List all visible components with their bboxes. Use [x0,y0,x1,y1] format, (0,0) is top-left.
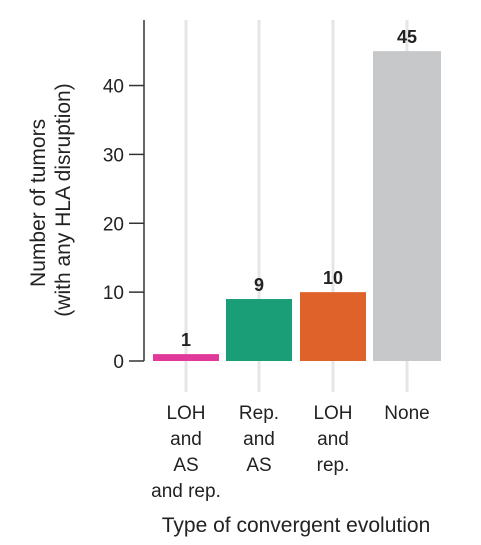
y-tick-label: 0 [113,352,124,373]
bars [153,51,441,362]
category-label-line: rep. [317,455,350,476]
bar [226,299,292,361]
category-label-line: LOH [313,403,352,424]
category-label-line: and [170,429,202,450]
y-tick-label: 40 [103,77,124,98]
bar [373,51,441,362]
y-tick-label: 10 [103,283,124,304]
y-tick-label: 30 [103,145,124,166]
category-label: LOH and rep. [313,403,352,476]
category-label-line: and [243,429,275,450]
data-label: 9 [254,275,264,295]
x-axis-title: Type of convergent evolution [162,514,431,537]
data-label: 10 [323,268,343,288]
y-axis-title-line-2: (with any HLA disruption) [52,83,75,316]
data-labels: 1 9 10 45 [181,27,417,350]
category-label-line: Rep. [239,403,279,424]
y-axis-title-line-1: Number of tumors [27,119,50,287]
category-label-line: AS [173,455,198,476]
y-axis-title: Number of tumors (with any HLA disruptio… [27,83,75,316]
data-label: 1 [181,330,191,350]
bar [300,292,366,361]
category-label-line: and rep. [151,481,221,502]
y-ticks: 0 10 20 30 40 [103,77,144,373]
bar [153,354,219,361]
data-label: 45 [397,27,417,47]
category-label: None [384,403,429,424]
category-labels: LOH and AS and rep. Rep. and AS LOH and rep. None [151,403,430,502]
category-label: LOH and AS and rep. [151,403,221,502]
category-label-line: LOH [166,403,205,424]
category-label-line: and [317,429,349,450]
category-label-line: AS [246,455,271,476]
category-label-line: None [384,403,429,424]
category-label: Rep. and AS [239,403,279,476]
y-tick-label: 20 [103,214,124,235]
